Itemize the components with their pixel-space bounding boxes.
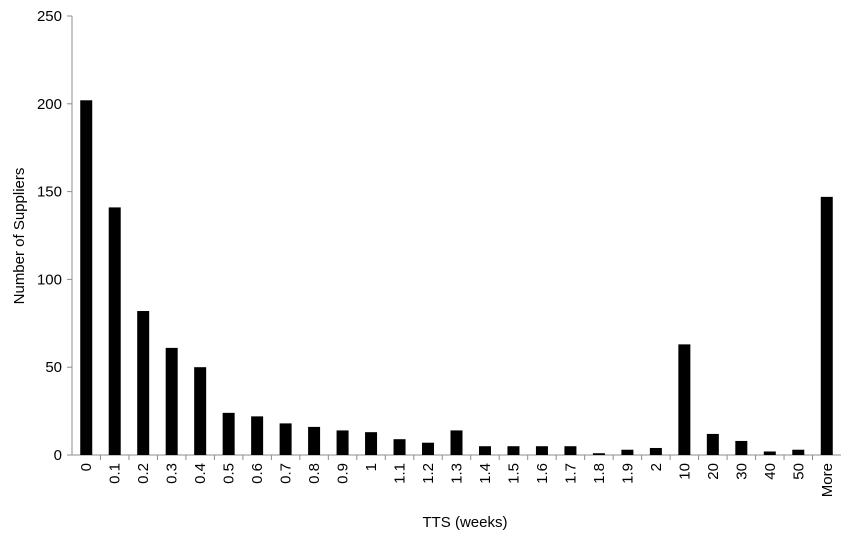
bar-1-4: [478, 446, 491, 455]
x-tick-label: 40: [762, 463, 779, 480]
y-axis-ticks: 0 50 100 150 200 250: [37, 8, 72, 464]
x-tick-label: 0.3: [164, 463, 181, 484]
bar-1-3: [450, 430, 463, 455]
x-tick-label: 2: [648, 463, 665, 471]
bar-1-2: [422, 442, 435, 455]
x-tick-label: 1.8: [591, 463, 608, 484]
x-axis-title: TTS (weeks): [422, 514, 507, 531]
bar-1: [365, 432, 378, 455]
bar-0-9: [336, 430, 349, 455]
bar-30: [735, 440, 748, 455]
y-tick-label: 250: [37, 8, 62, 25]
x-tick-label: 0.1: [107, 463, 124, 484]
bar-more: [820, 196, 833, 456]
y-tick-label: 200: [37, 96, 62, 113]
x-tick-label: 30: [733, 463, 750, 480]
bar-50: [792, 449, 805, 455]
x-tick-label: More: [819, 463, 836, 497]
x-tick-label: 0.5: [221, 463, 238, 484]
bar-10: [678, 344, 691, 455]
x-tick-label: 1.4: [477, 463, 494, 484]
bar-0-2: [137, 311, 150, 455]
x-tick-label: 0.9: [335, 463, 352, 484]
y-tick-label: 50: [45, 359, 62, 376]
bar-0-8: [308, 426, 321, 455]
bar-1-7: [564, 446, 577, 455]
x-tick-label: 1.7: [562, 463, 579, 484]
bar-0-1: [108, 207, 121, 455]
y-tick-label: 100: [37, 271, 62, 288]
bar-1-1: [393, 439, 406, 455]
bar-20: [706, 433, 719, 455]
x-tick-label: 1.6: [534, 463, 551, 484]
y-axis-title: Number of Suppliers: [11, 168, 28, 305]
x-tick-label: 0: [78, 463, 95, 471]
bar-1-9: [621, 449, 634, 455]
y-axis: 0 50 100 150 200 250 Number of Suppliers: [11, 8, 73, 464]
x-tick-label: 1.5: [505, 463, 522, 484]
bars: [80, 100, 833, 456]
x-tick-label: 1: [363, 463, 380, 471]
x-tick-label: 1.9: [619, 463, 636, 484]
bar-1-8: [592, 453, 605, 455]
bar-0-3: [165, 347, 178, 455]
x-tick-label: 0.7: [278, 463, 295, 484]
x-tick-label: 20: [705, 463, 722, 480]
bar-0-7: [279, 423, 292, 455]
y-tick-label: 0: [54, 447, 62, 464]
x-tick-label: 10: [676, 463, 693, 480]
x-tick-label: 0.8: [306, 463, 323, 484]
bar-40: [763, 451, 776, 455]
x-axis-ticks: 0 0.1 0.2 0.3 0.4 0.5 0.6 0.7 0.8 0.9 1 1.1 1.2 1.3 1.…: [78, 455, 836, 497]
x-tick-label: 1.3: [449, 463, 466, 484]
bar-2: [649, 447, 662, 455]
bar-0-6: [251, 416, 264, 455]
bar-0-4: [194, 367, 207, 455]
bar-0-5: [222, 412, 235, 455]
x-tick-label: 50: [790, 463, 807, 480]
x-axis: 0 0.1 0.2 0.3 0.4 0.5 0.6 0.7 0.8 0.9 1 1.1 1.2 1.3 1.…: [72, 454, 841, 531]
bar-0: [80, 100, 93, 456]
bar-1-5: [507, 446, 520, 455]
x-tick-label: 0.4: [192, 463, 209, 484]
x-tick-label: 0.6: [249, 463, 266, 484]
x-tick-label: 1.1: [392, 463, 409, 484]
x-tick-label: 1.2: [420, 463, 437, 484]
x-tick-label: 0.2: [135, 463, 152, 484]
bar-1-6: [535, 446, 548, 455]
y-tick-label: 150: [37, 184, 62, 201]
